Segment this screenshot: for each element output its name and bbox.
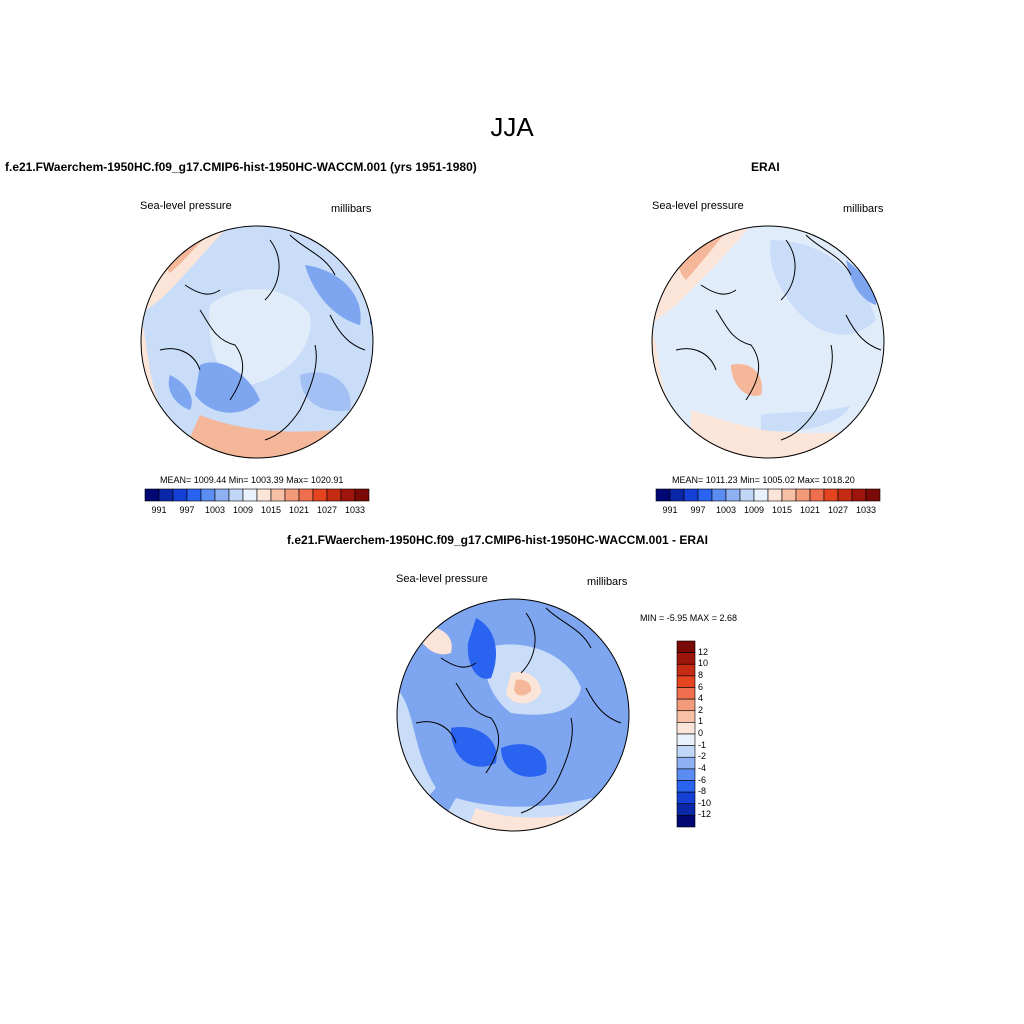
colorbar-swatch xyxy=(795,488,811,502)
panel-1-title: f.e21.FWaerchem-1950HC.f09_g17.CMIP6-his… xyxy=(5,160,477,174)
colorbar-swatch xyxy=(767,488,783,502)
colorbar-swatch xyxy=(270,488,286,502)
colorbar-tick-label: 997 xyxy=(690,505,706,515)
colorbar-swatch xyxy=(676,652,696,665)
figure-title: JJA xyxy=(490,112,534,142)
colorbar-tick-label: -8 xyxy=(698,786,707,797)
panel-3-units-label: millibars xyxy=(587,576,628,588)
colorbar-swatch xyxy=(214,488,230,502)
colorbar-tick-label: 1033 xyxy=(856,505,877,515)
colorbar-swatch xyxy=(781,488,797,502)
colorbar-tick-label: 12 xyxy=(698,646,709,657)
colorbar-swatch xyxy=(676,663,696,677)
colorbar-swatch xyxy=(655,488,671,502)
colorbar-swatch xyxy=(865,488,881,502)
colorbar-swatch xyxy=(676,803,696,816)
colorbar-tick-label: 1015 xyxy=(261,505,282,515)
colorbar-swatch xyxy=(676,698,696,712)
panel-1-stats: MEAN= 1009.44 Min= 1003.39 Max= 1020.91 xyxy=(160,475,344,485)
colorbar-tick-label: -6 xyxy=(698,774,707,785)
colorbar-tick-label: -12 xyxy=(698,809,712,820)
panel-3-polar-map xyxy=(396,598,630,832)
colorbar-swatch xyxy=(158,488,174,502)
colorbar-swatch xyxy=(676,815,696,828)
colorbar-tick-label: 991 xyxy=(151,505,167,515)
colorbar-swatch xyxy=(676,768,696,781)
colorbar-tick-label: 0 xyxy=(698,728,704,738)
colorbar-tick-label: 991 xyxy=(662,505,678,515)
colorbar-tick-label: 8 xyxy=(698,669,704,680)
colorbar-swatch xyxy=(676,733,696,746)
panel-2-variable-label: Sea-level pressure xyxy=(652,200,744,212)
colorbar-tick-label: 1027 xyxy=(828,505,849,515)
colorbar-tick-label: -2 xyxy=(698,751,707,762)
colorbar-tick-label: 1033 xyxy=(345,505,366,515)
colorbar-swatch xyxy=(676,780,696,793)
panel-3-variable-label: Sea-level pressure xyxy=(396,573,488,585)
colorbar-tick-label: 6 xyxy=(698,681,704,692)
colorbar-tick-label: 1015 xyxy=(772,505,793,515)
panel-1-units-label: millibars xyxy=(331,203,372,215)
colorbar-swatch xyxy=(676,640,696,653)
colorbar-tick-label: 1021 xyxy=(800,505,821,515)
colorbar-swatch xyxy=(676,675,696,688)
panel-2-polar-map xyxy=(651,225,885,459)
panel-3-title: f.e21.FWaerchem-1950HC.f09_g17.CMIP6-his… xyxy=(287,533,709,547)
colorbar-swatch xyxy=(697,488,713,502)
panel-2-title: ERAI xyxy=(751,160,780,174)
colorbar-tick-label: 1009 xyxy=(744,505,765,515)
colorbar-swatch xyxy=(851,488,867,502)
colorbar-swatch xyxy=(326,488,342,502)
colorbar-tick-label: -1 xyxy=(698,739,707,750)
colorbar-tick-label: 1027 xyxy=(317,505,338,515)
colorbar-swatch xyxy=(753,488,769,502)
colorbar-tick-label: -4 xyxy=(698,762,707,773)
panel-2-colorbar xyxy=(655,488,881,502)
colorbar-swatch xyxy=(676,687,696,700)
colorbar-swatch xyxy=(242,488,258,502)
colorbar-swatch xyxy=(669,488,685,502)
colorbar-tick-label: 10 xyxy=(698,658,709,669)
colorbar-swatch xyxy=(172,488,188,502)
colorbar-swatch xyxy=(186,488,202,502)
colorbar-swatch xyxy=(823,488,839,502)
colorbar-tick-label: 1021 xyxy=(289,505,310,515)
colorbar-tick-label: 1009 xyxy=(233,505,254,515)
colorbar-tick-label: 1003 xyxy=(716,505,737,515)
colorbar-tick-label: 2 xyxy=(698,704,704,715)
colorbar-swatch xyxy=(676,710,696,723)
colorbar-swatch xyxy=(676,722,696,735)
colorbar-swatch xyxy=(298,488,314,502)
panel-1-polar-map xyxy=(140,225,374,459)
colorbar-swatch xyxy=(725,488,741,502)
panel-3-stats: MIN = -5.95 MAX = 2.68 xyxy=(640,613,738,623)
colorbar-swatch xyxy=(739,488,755,502)
panel-2-stats: MEAN= 1011.23 Min= 1005.02 Max= 1018.20 xyxy=(672,475,855,485)
panel-1-variable-label: Sea-level pressure xyxy=(140,200,232,212)
colorbar-swatch xyxy=(256,488,272,502)
colorbar-swatch xyxy=(144,488,160,502)
colorbar-tick-label: 4 xyxy=(698,693,704,704)
colorbar-swatch xyxy=(284,488,300,502)
colorbar-swatch xyxy=(676,745,696,758)
colorbar-swatch xyxy=(711,488,727,502)
colorbar-swatch xyxy=(809,488,825,502)
panel-2-units-label: millibars xyxy=(843,203,884,215)
panel-1-colorbar xyxy=(144,488,370,502)
colorbar-tick-label: 1 xyxy=(698,716,704,727)
colorbar-swatch xyxy=(340,488,356,502)
panel-3-colorbar xyxy=(676,640,696,828)
colorbar-swatch xyxy=(837,488,853,502)
colorbar-swatch xyxy=(228,488,244,502)
colorbar-tick-label: 1003 xyxy=(205,505,226,515)
colorbar-swatch xyxy=(676,756,696,770)
colorbar-swatch xyxy=(676,791,696,805)
colorbar-swatch xyxy=(312,488,328,502)
colorbar-swatch xyxy=(200,488,216,502)
colorbar-swatch xyxy=(683,488,699,502)
colorbar-swatch xyxy=(354,488,370,502)
colorbar-tick-label: 997 xyxy=(179,505,195,515)
colorbar-tick-label: -10 xyxy=(698,797,712,808)
